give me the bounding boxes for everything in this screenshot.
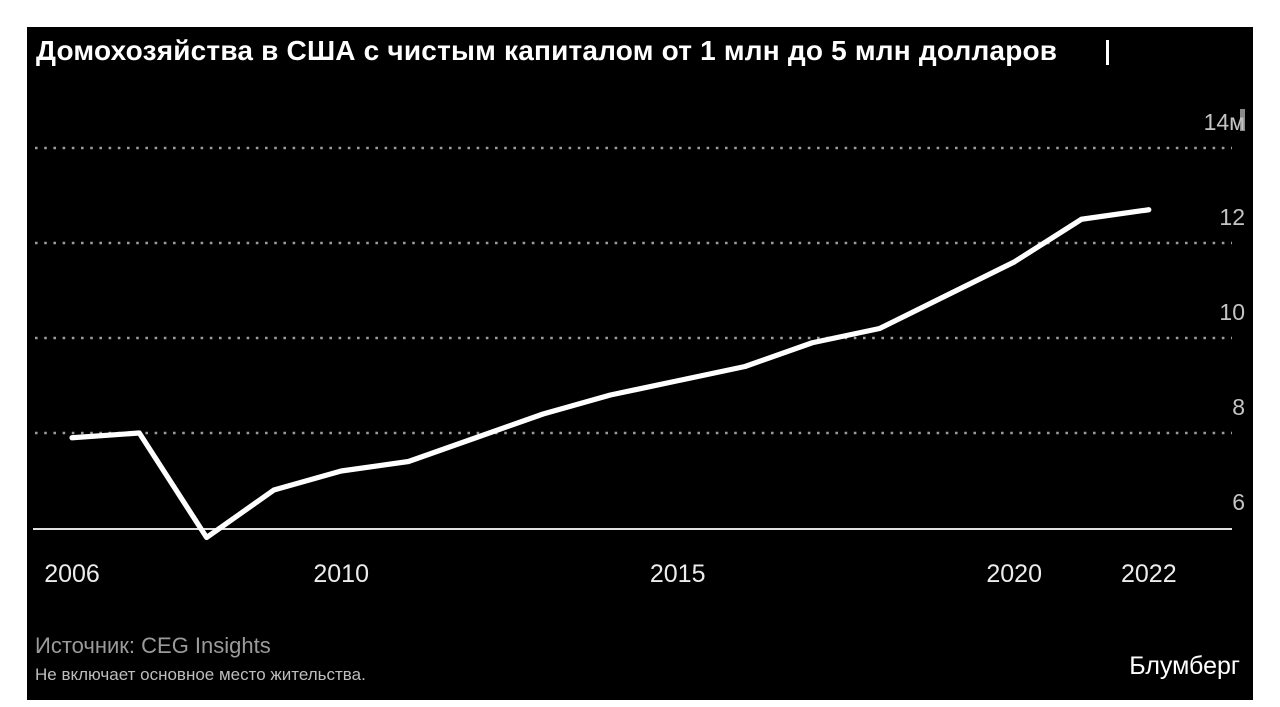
x-axis-label: 2006 [44, 560, 100, 588]
chart-card: Домохозяйства в США с чистым капиталом о… [27, 27, 1253, 700]
y-axis-label: 14м [1203, 109, 1245, 135]
title-cursor-mark [1106, 40, 1109, 65]
y-axis-label: 8 [1232, 394, 1245, 420]
clipped-glyph-mark [1240, 109, 1245, 131]
x-axis-label: 2015 [649, 560, 706, 588]
source-text: Источник: CEG Insights [35, 633, 271, 658]
y-axis-label: 10 [1219, 299, 1245, 325]
x-axis-label: 2010 [313, 560, 369, 588]
line-chart [33, 146, 1232, 541]
y-axis-label: 12 [1219, 204, 1245, 230]
y-axis-label: 6 [1232, 489, 1245, 515]
x-axis-label: 2022 [1120, 560, 1177, 588]
data-line [69, 207, 1152, 541]
x-axis-label: 2020 [986, 560, 1042, 588]
footnote-text: Не включает основное место жительства. [35, 665, 366, 684]
chart-title: Домохозяйства в США с чистым капиталом о… [36, 35, 1058, 66]
bloomberg-brand: Блумберг [1129, 652, 1240, 680]
